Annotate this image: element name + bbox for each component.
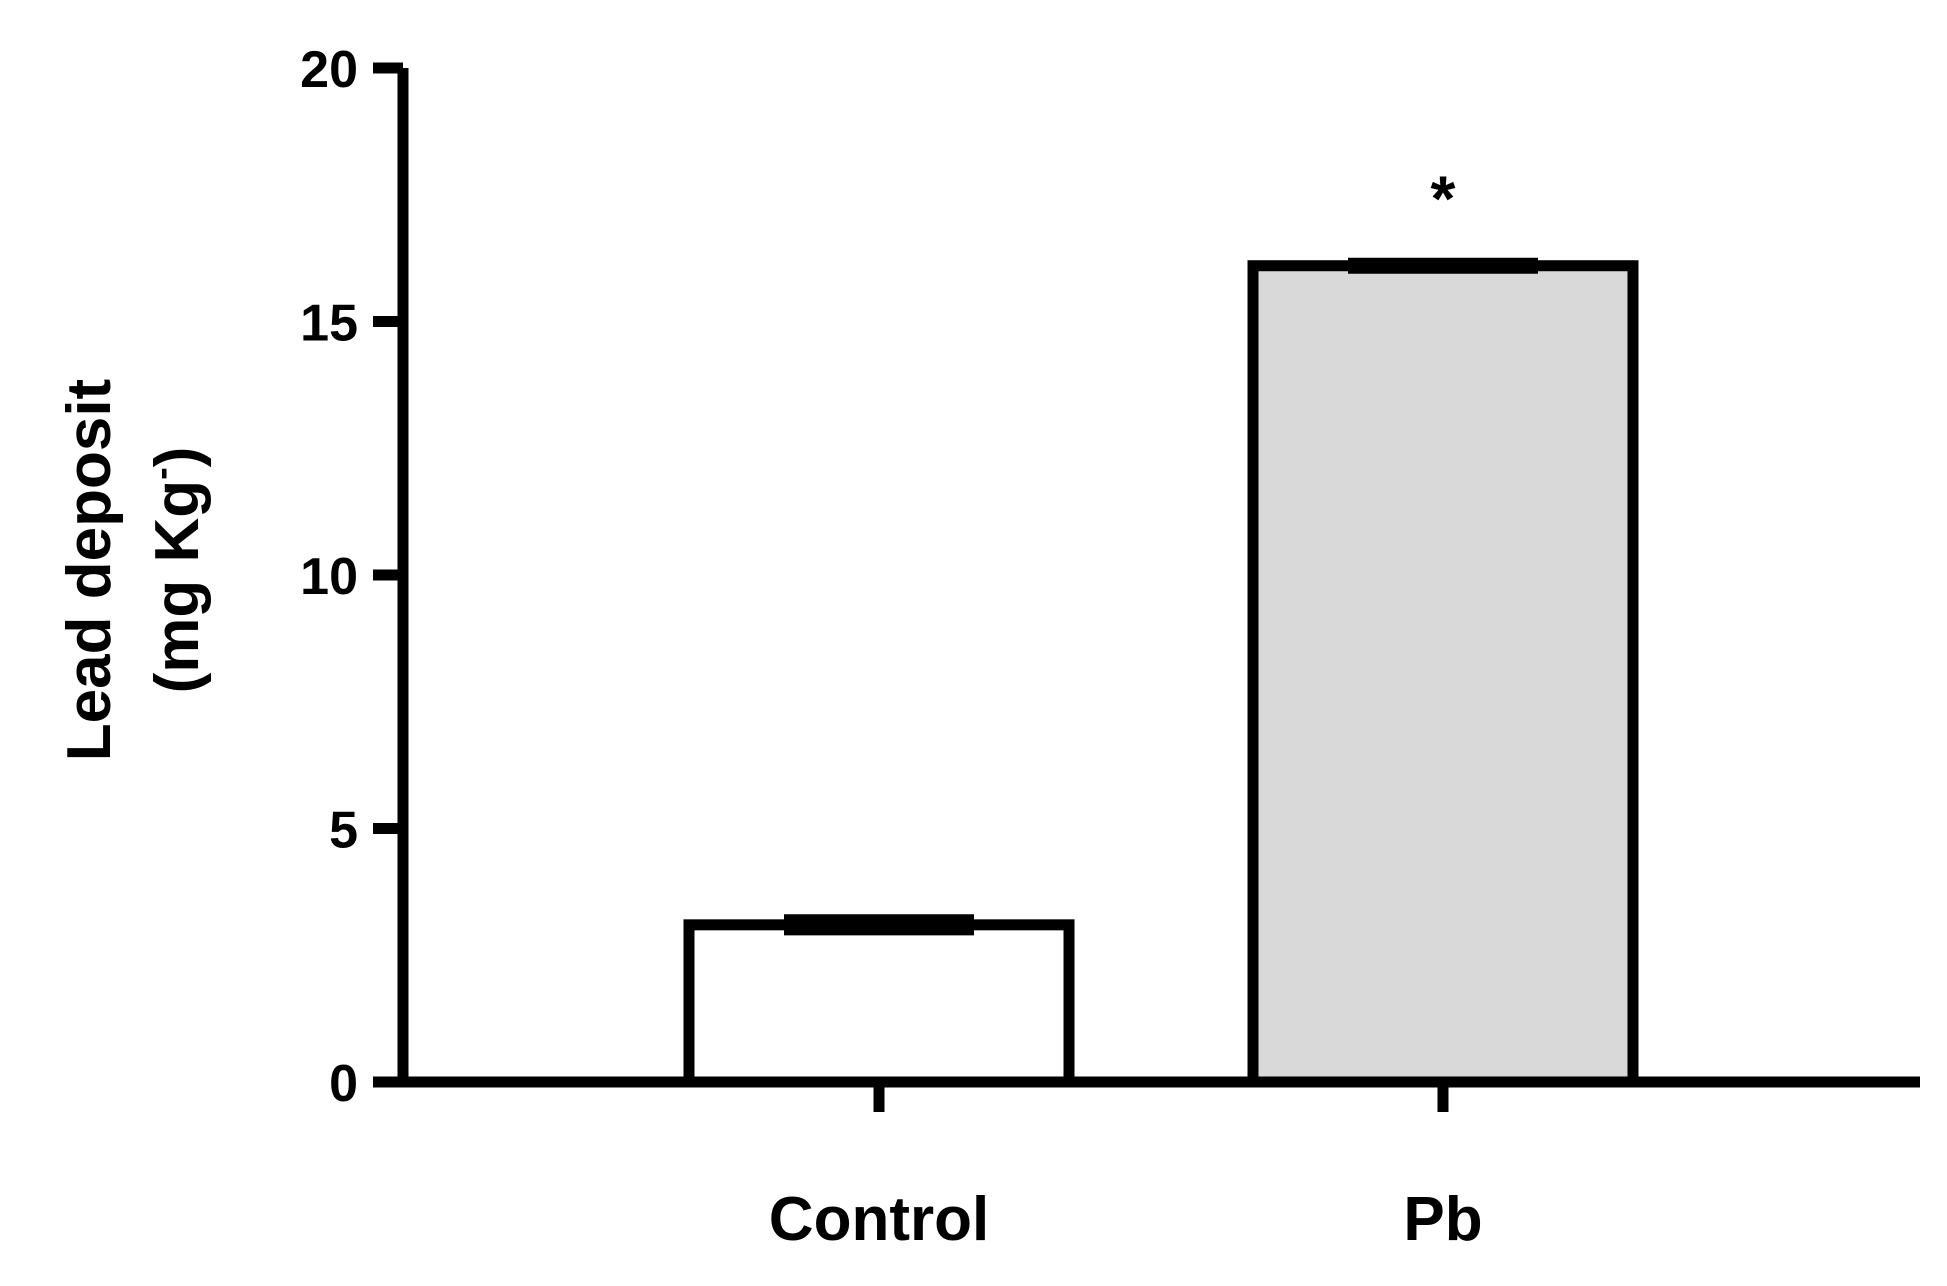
y-axis-title-superscript: - — [141, 467, 183, 480]
y-tick-label: 5 — [329, 802, 358, 860]
x-tick-label-pb: Pb — [1403, 1185, 1482, 1254]
y-ticks: 0 5 10 15 20 — [300, 41, 403, 1113]
bar-control — [683, 919, 1075, 1088]
x-ticks: Control Pb — [769, 1082, 1483, 1254]
y-tick-label: 20 — [300, 41, 358, 99]
y-axis-title-line1: Lead deposit — [55, 379, 124, 761]
axes — [397, 68, 1920, 1088]
x-tick-label-control: Control — [769, 1185, 989, 1254]
y-tick-label: 0 — [329, 1055, 358, 1113]
bar-pb — [1247, 260, 1639, 1088]
significance-asterisk: * — [1431, 163, 1456, 235]
y-axis-title: Lead deposit (mg Kg-) — [55, 379, 212, 761]
y-tick-label: 10 — [300, 548, 358, 606]
y-tick-label: 15 — [300, 295, 358, 353]
bars: * — [683, 163, 1639, 1088]
y-axis-title-unit: (mg Kg — [143, 480, 212, 694]
y-axis-title-close: ) — [143, 447, 212, 468]
y-axis-title-line2: (mg Kg-) — [141, 447, 212, 694]
